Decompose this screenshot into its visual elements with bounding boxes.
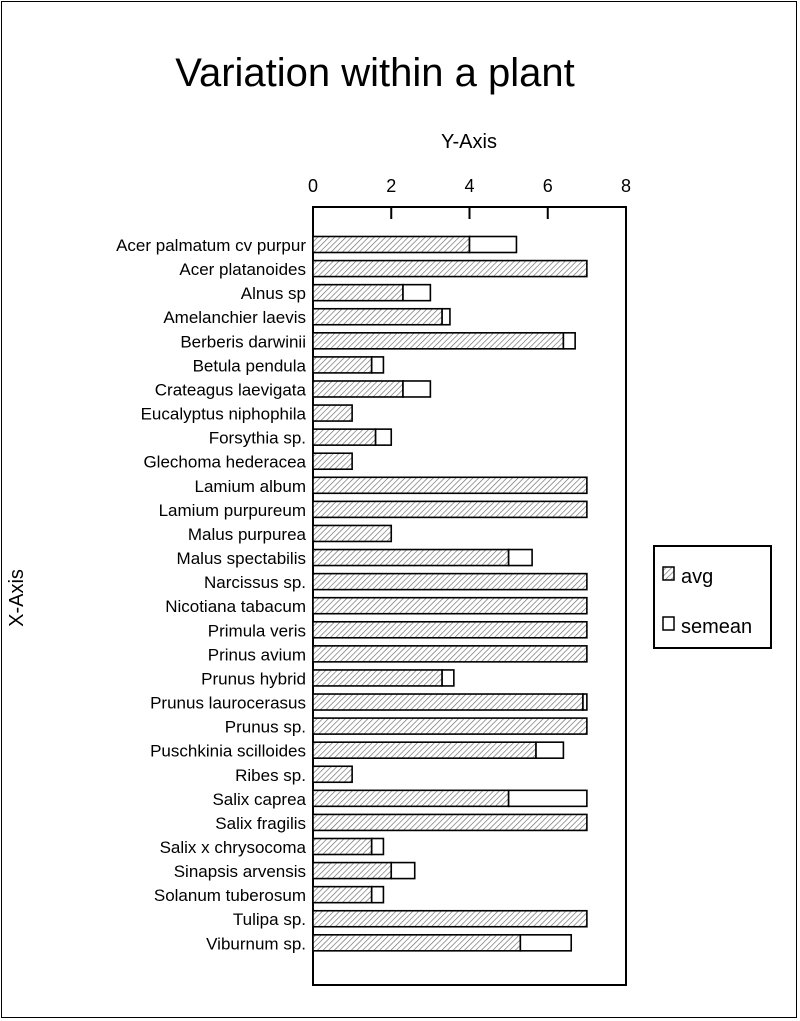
category-label: Lamium purpureum: [159, 501, 306, 520]
legend-label-avg: avg: [681, 566, 713, 588]
bar-avg: [312, 789, 510, 808]
bar-avg: [312, 476, 588, 495]
bar-semean: [370, 837, 385, 856]
bar-avg: [312, 765, 353, 784]
legend-box: [653, 545, 772, 649]
legend-swatch-avg: [662, 566, 675, 581]
x-tick-label: 4: [464, 176, 474, 196]
category-label: Malus purpurea: [188, 525, 307, 544]
category-label: Prunus sp.: [225, 718, 306, 737]
category-label: Alnus sp: [241, 284, 306, 303]
bar-semean: [519, 934, 573, 952]
x-tick-label: 8: [621, 176, 631, 196]
bar-avg: [312, 452, 353, 471]
bar-avg: [312, 307, 443, 326]
chart-title: Variation within a plant: [175, 51, 575, 95]
top-axis-label: Y-Axis: [441, 131, 497, 153]
bar-avg: [312, 524, 393, 543]
category-label: Glechoma hederacea: [143, 453, 306, 472]
category-label: Lamium album: [195, 477, 307, 496]
bar-semean: [562, 332, 576, 350]
category-label: Salix caprea: [212, 790, 306, 809]
bar-avg: [312, 693, 584, 711]
bar-avg: [312, 645, 588, 663]
bar-avg: [312, 837, 373, 856]
category-label: Salix x chrysocoma: [160, 838, 307, 857]
category-label: Prunus hybrid: [201, 669, 306, 688]
bar-avg: [312, 934, 522, 952]
bar-semean: [402, 380, 432, 398]
category-label: Forsythia sp.: [209, 429, 306, 448]
bar-semean: [374, 428, 393, 446]
category-label: Tulipa sp.: [233, 910, 306, 929]
category-label: Salix fragilis: [215, 814, 306, 833]
bar-semean: [507, 789, 588, 808]
bar-semean: [468, 235, 518, 254]
bar-avg: [312, 259, 588, 278]
category-label: Acer platanoides: [179, 260, 306, 279]
bar-semean: [370, 885, 385, 904]
bar-avg: [312, 717, 588, 735]
legend-label-semean: semean: [681, 616, 752, 638]
category-label: Betula pendula: [193, 356, 307, 375]
category-label: Malus spectabilis: [177, 549, 306, 568]
bar-avg: [312, 620, 588, 639]
bar-semean: [370, 356, 385, 374]
category-label: Sinapsis arvensis: [174, 862, 306, 881]
side-axis-label: X-Axis: [6, 569, 28, 627]
category-label: Berberis darwinii: [180, 332, 306, 351]
x-tick-label: 0: [308, 176, 318, 196]
bar-avg: [312, 596, 588, 615]
bar-avg: [312, 235, 471, 254]
bar-avg: [312, 283, 404, 302]
category-label: Narcissus sp.: [204, 573, 306, 592]
category-label: Nicotiana tabacum: [165, 597, 306, 616]
category-label: Acer palmatum cv purpur: [116, 236, 306, 255]
bar-avg: [312, 741, 537, 759]
bar-avg: [312, 428, 377, 446]
bar-avg: [312, 572, 588, 591]
bar-semean: [390, 861, 416, 880]
category-label: Amelanchier laevis: [163, 308, 306, 327]
bar-avg: [312, 548, 510, 567]
bar-avg: [312, 669, 443, 687]
bar-avg: [312, 813, 588, 832]
bar-avg: [312, 380, 404, 398]
category-label: Ribes sp.: [235, 766, 306, 785]
x-tick-label: 2: [386, 176, 396, 196]
category-label: Primula veris: [208, 621, 306, 640]
bar-semean: [441, 669, 455, 687]
category-label: Puschkinia scilloides: [150, 742, 306, 761]
bar-semean: [441, 307, 451, 326]
bar-semean: [535, 741, 565, 759]
bar-avg: [312, 356, 373, 374]
bar-avg: [312, 332, 565, 350]
bar-avg: [312, 861, 393, 880]
category-label: Viburnum sp.: [206, 934, 306, 953]
bar-avg: [312, 885, 373, 904]
category-label: Solanum tuberosum: [154, 886, 306, 905]
bar-semean: [582, 693, 588, 711]
legend: avg semean: [653, 545, 772, 649]
category-label: Prinus avium: [208, 645, 306, 664]
legend-swatch-semean: [662, 616, 675, 631]
bar-avg: [312, 909, 588, 928]
category-label: Eucalyptus niphophila: [141, 405, 307, 424]
bar-semean: [402, 283, 432, 302]
bar-avg: [312, 500, 588, 519]
bar-semean: [507, 548, 533, 567]
category-label: Prunus laurocerasus: [150, 694, 306, 713]
x-tick-label: 6: [543, 176, 553, 196]
category-label: Crateagus laevigata: [155, 380, 307, 399]
bar-avg: [312, 404, 353, 422]
